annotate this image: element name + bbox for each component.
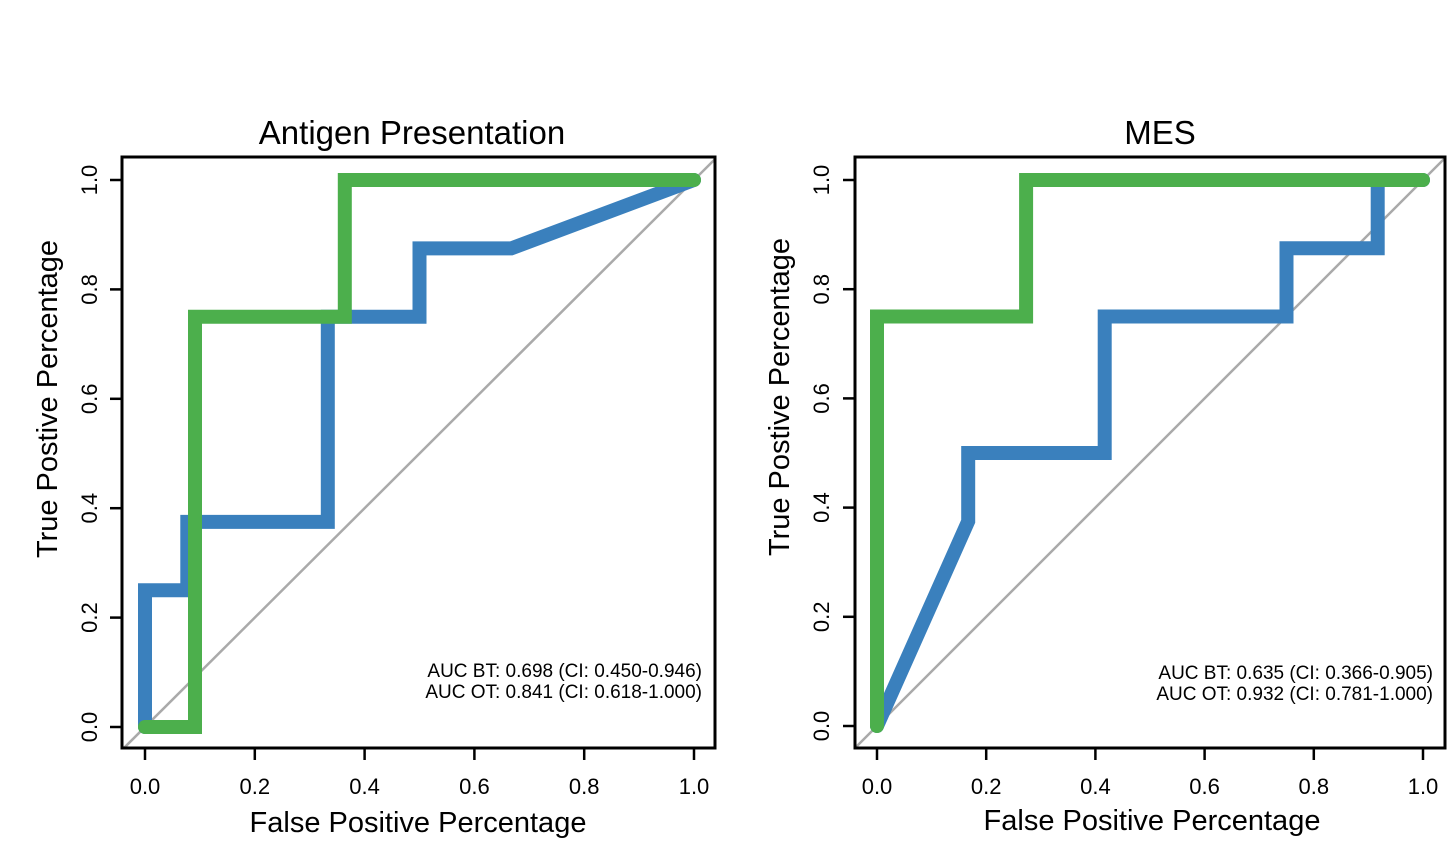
x-tick-label: 0.6 [459,774,490,799]
y-tick-label: 0.2 [809,602,834,633]
diagonal-reference-line [854,157,1446,749]
x-tick-label: 0.2 [240,774,271,799]
plot-frame [853,155,1447,750]
y-tick-label: 0.8 [77,274,102,305]
diagonal-reference-line [123,158,716,749]
y-axis-label: True Postive Percentage [32,240,64,558]
x-tick-label: 0.0 [130,774,161,799]
roc-line-bt [870,173,1430,733]
roc-line-ot [870,173,1430,733]
x-tick-label: 0.8 [1299,774,1330,799]
panel-mes: MES 0.0 0.2 0.4 0.6 0.8 1.0 0.0 0.2 0.4 0.6 0.8 1.0… [764,114,1447,837]
y-tick-label: 0.6 [77,384,102,415]
y-tick-label: 0.0 [77,712,102,743]
y-tick-label: 0.4 [809,492,834,523]
x-tick-label: 0.4 [1080,774,1111,799]
y-tick-label: 0.0 [809,711,834,742]
x-tick-label: 0.6 [1189,774,1220,799]
auc-bt-annotation: AUC BT: 0.635 (CI: 0.366-0.905) [1158,663,1433,684]
x-tick-label: 0.8 [569,774,600,799]
auc-bt-annotation: AUC BT: 0.698 (CI: 0.450-0.946) [427,661,702,682]
plot-frame [120,155,717,750]
x-tick-label: 0.2 [971,774,1002,799]
x-axis-label: False Positive Percentage [250,807,587,839]
x-tick-label: 0.4 [349,774,380,799]
chart-title: MES [1124,114,1196,151]
roc-line-bt [138,173,701,734]
y-tick-label: 0.4 [77,493,102,524]
chart-title: Antigen Presentation [259,114,565,151]
x-tick-label: 1.0 [679,774,710,799]
auc-ot-annotation: AUC OT: 0.932 (CI: 0.781-1.000) [1156,684,1433,705]
y-axis-label: True Postive Percentage [764,238,796,556]
y-tick-label: 0.2 [77,602,102,633]
y-tick-label: 0.6 [809,383,834,414]
x-tick-label: 1.0 [1408,774,1439,799]
x-tick-label: 0.0 [862,774,893,799]
roc-line-ot [138,173,701,734]
auc-ot-annotation: AUC OT: 0.841 (CI: 0.618-1.000) [425,682,702,703]
x-axis-label: False Positive Percentage [984,805,1321,837]
y-tick-label: 1.0 [809,165,834,196]
y-tick-label: 0.8 [809,274,834,305]
panel-antigen-presentation: Antigen Presentation 0.0 0.2 0.4 0.6 0.8 1.0 0… [32,114,717,839]
y-tick-label: 1.0 [77,165,102,196]
